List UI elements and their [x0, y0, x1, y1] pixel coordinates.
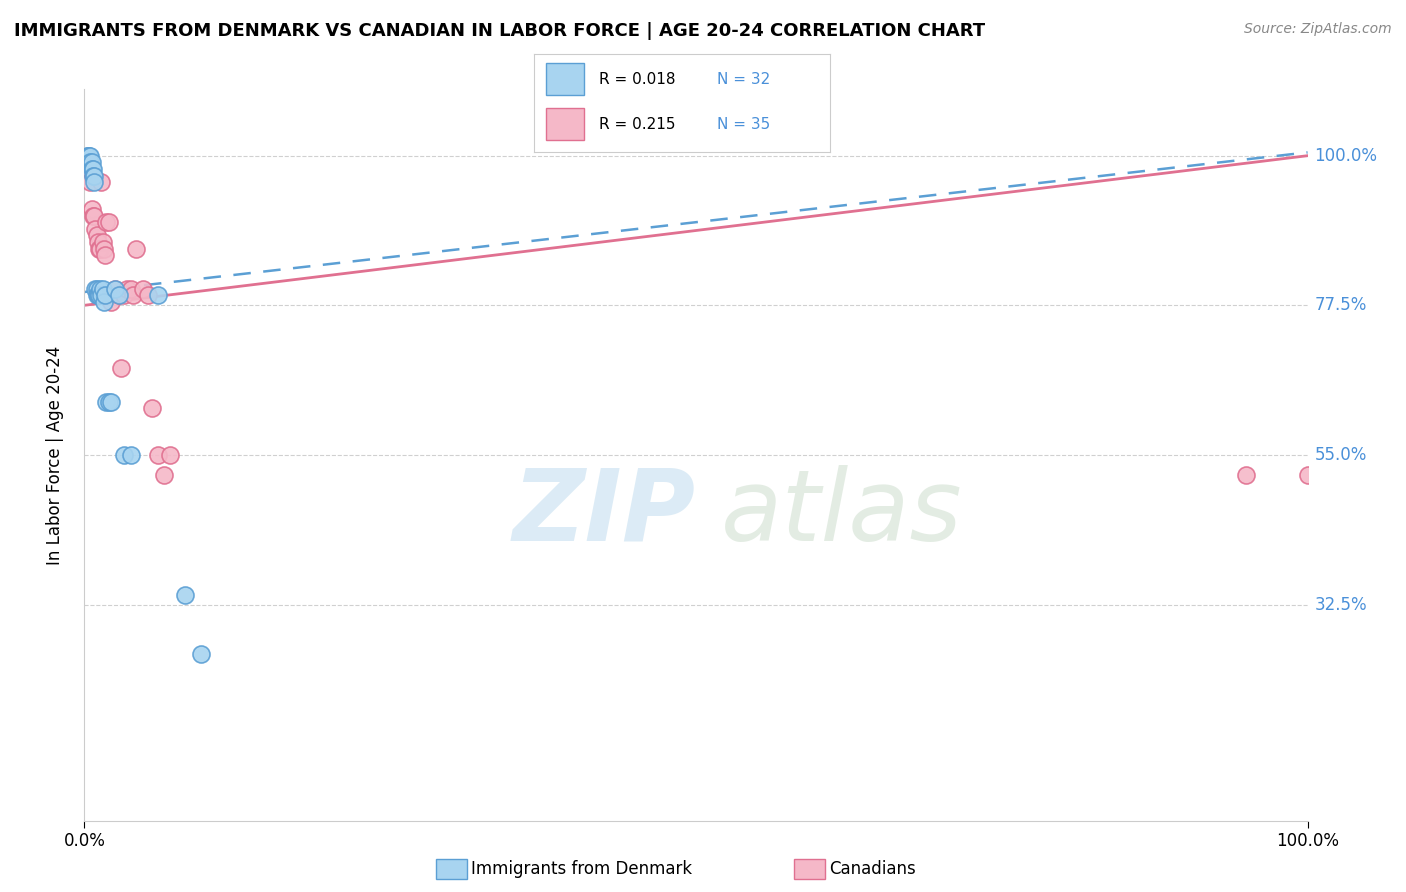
- Point: [89, 282, 111, 296]
- Point: [77, 161, 100, 176]
- Point: [87, 242, 110, 256]
- Text: Canadians: Canadians: [830, 860, 917, 878]
- Point: [79, 155, 101, 169]
- Point: [84, 222, 107, 236]
- Point: [77, 155, 100, 169]
- Text: Immigrants from Denmark: Immigrants from Denmark: [471, 860, 692, 878]
- Point: [96, 215, 118, 229]
- Point: [132, 282, 155, 296]
- Point: [146, 288, 169, 302]
- Point: [100, 394, 122, 409]
- Point: [80, 161, 103, 176]
- Point: [89, 242, 111, 256]
- FancyBboxPatch shape: [546, 63, 585, 95]
- Point: [159, 448, 181, 462]
- Point: [96, 394, 118, 409]
- Point: [136, 288, 159, 302]
- Point: [90, 175, 112, 189]
- Point: [97, 394, 120, 409]
- Point: [107, 288, 129, 302]
- Text: R = 0.215: R = 0.215: [599, 117, 676, 132]
- Point: [100, 295, 122, 310]
- Point: [1296, 467, 1319, 482]
- Point: [91, 282, 114, 296]
- Text: Source: ZipAtlas.com: Source: ZipAtlas.com: [1244, 22, 1392, 37]
- Point: [190, 648, 212, 662]
- Point: [141, 401, 163, 416]
- Point: [93, 242, 115, 256]
- Point: [83, 209, 105, 223]
- Point: [87, 288, 110, 302]
- Point: [122, 288, 145, 302]
- Text: 32.5%: 32.5%: [1315, 596, 1367, 614]
- Point: [125, 242, 148, 256]
- Point: [97, 215, 120, 229]
- Point: [94, 248, 117, 262]
- Point: [79, 149, 101, 163]
- Point: [115, 282, 138, 296]
- Text: atlas: atlas: [720, 465, 962, 562]
- Point: [90, 288, 112, 302]
- Point: [87, 288, 110, 302]
- Text: 77.5%: 77.5%: [1315, 296, 1367, 314]
- Point: [104, 282, 127, 296]
- Point: [80, 155, 103, 169]
- Point: [91, 235, 114, 249]
- Point: [120, 448, 142, 462]
- Point: [86, 228, 108, 243]
- Y-axis label: In Labor Force | Age 20-24: In Labor Force | Age 20-24: [45, 345, 63, 565]
- Point: [110, 361, 132, 376]
- Point: [86, 282, 108, 296]
- Point: [76, 149, 98, 163]
- Text: R = 0.018: R = 0.018: [599, 71, 676, 87]
- Point: [82, 169, 104, 183]
- Text: IMMIGRANTS FROM DENMARK VS CANADIAN IN LABOR FORCE | AGE 20-24 CORRELATION CHART: IMMIGRANTS FROM DENMARK VS CANADIAN IN L…: [14, 22, 986, 40]
- Point: [93, 295, 115, 310]
- Point: [82, 209, 104, 223]
- Point: [120, 282, 142, 296]
- Point: [86, 288, 108, 302]
- Point: [79, 175, 101, 189]
- Text: 100.0%: 100.0%: [1315, 146, 1378, 165]
- Point: [80, 202, 103, 216]
- Point: [87, 235, 110, 249]
- FancyBboxPatch shape: [546, 109, 585, 140]
- Point: [77, 149, 100, 163]
- Point: [146, 448, 169, 462]
- Point: [112, 288, 135, 302]
- Point: [112, 448, 135, 462]
- Text: 55.0%: 55.0%: [1315, 446, 1367, 464]
- Text: N = 32: N = 32: [717, 71, 770, 87]
- Point: [94, 288, 117, 302]
- Point: [1234, 467, 1257, 482]
- Point: [77, 155, 100, 169]
- Point: [83, 169, 105, 183]
- Text: ZIP: ZIP: [513, 465, 696, 562]
- Point: [82, 161, 104, 176]
- Text: N = 35: N = 35: [717, 117, 770, 132]
- Point: [83, 175, 105, 189]
- Point: [173, 588, 195, 602]
- Point: [79, 155, 101, 169]
- Point: [104, 282, 127, 296]
- Point: [77, 149, 100, 163]
- Point: [153, 467, 176, 482]
- Point: [107, 288, 129, 302]
- Point: [84, 282, 107, 296]
